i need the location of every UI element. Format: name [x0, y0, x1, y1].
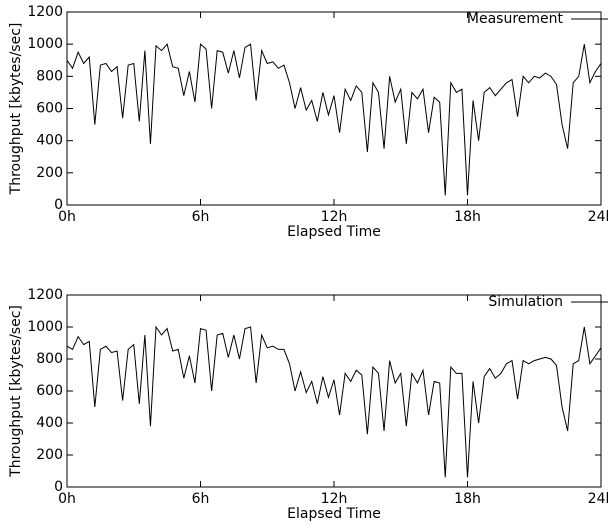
- y-tick-label: 400: [36, 133, 63, 149]
- x-tick-label: 12h: [321, 209, 348, 225]
- legend-label: Simulation: [488, 294, 563, 310]
- y-tick-label: 1000: [27, 36, 63, 52]
- x-tick-label: 6h: [192, 491, 210, 507]
- plot-frame: [66, 11, 602, 206]
- y-axis-label: Throughput [kbytes/sec]: [8, 23, 24, 196]
- data-line: [66, 43, 602, 196]
- x-tick-label: 24h: [588, 491, 608, 507]
- plot-frame: [66, 294, 602, 488]
- y-tick-label: 0: [54, 479, 63, 495]
- y-tick-label: 800: [36, 351, 63, 367]
- x-tick-label: 12h: [321, 491, 348, 507]
- x-tick-label: 6h: [192, 209, 210, 225]
- y-tick-label: 200: [36, 165, 63, 181]
- y-tick-label: 600: [36, 101, 63, 117]
- y-tick-label: 600: [36, 383, 63, 399]
- x-axis-label: Elapsed Time: [287, 506, 381, 522]
- y-axis-label: Throughput [kbytes/sec]: [8, 305, 24, 478]
- y-tick-label: 1200: [27, 4, 63, 20]
- x-tick-label: 18h: [454, 209, 481, 225]
- x-tick-label: 0h: [58, 491, 76, 507]
- legend-label: Measurement: [467, 11, 564, 27]
- data-line: [66, 325, 602, 478]
- y-tick-label: 800: [36, 68, 63, 84]
- y-tick-label: 1000: [27, 319, 63, 335]
- x-tick-label: 18h: [454, 491, 481, 507]
- y-tick-label: 200: [36, 447, 63, 463]
- x-axis-label: Elapsed Time: [287, 224, 381, 240]
- y-tick-label: 1200: [27, 287, 63, 303]
- x-tick-label: 24h: [588, 209, 608, 225]
- y-tick-label: 0: [54, 197, 63, 213]
- x-tick-label: 0h: [58, 209, 76, 225]
- y-tick-label: 400: [36, 415, 63, 431]
